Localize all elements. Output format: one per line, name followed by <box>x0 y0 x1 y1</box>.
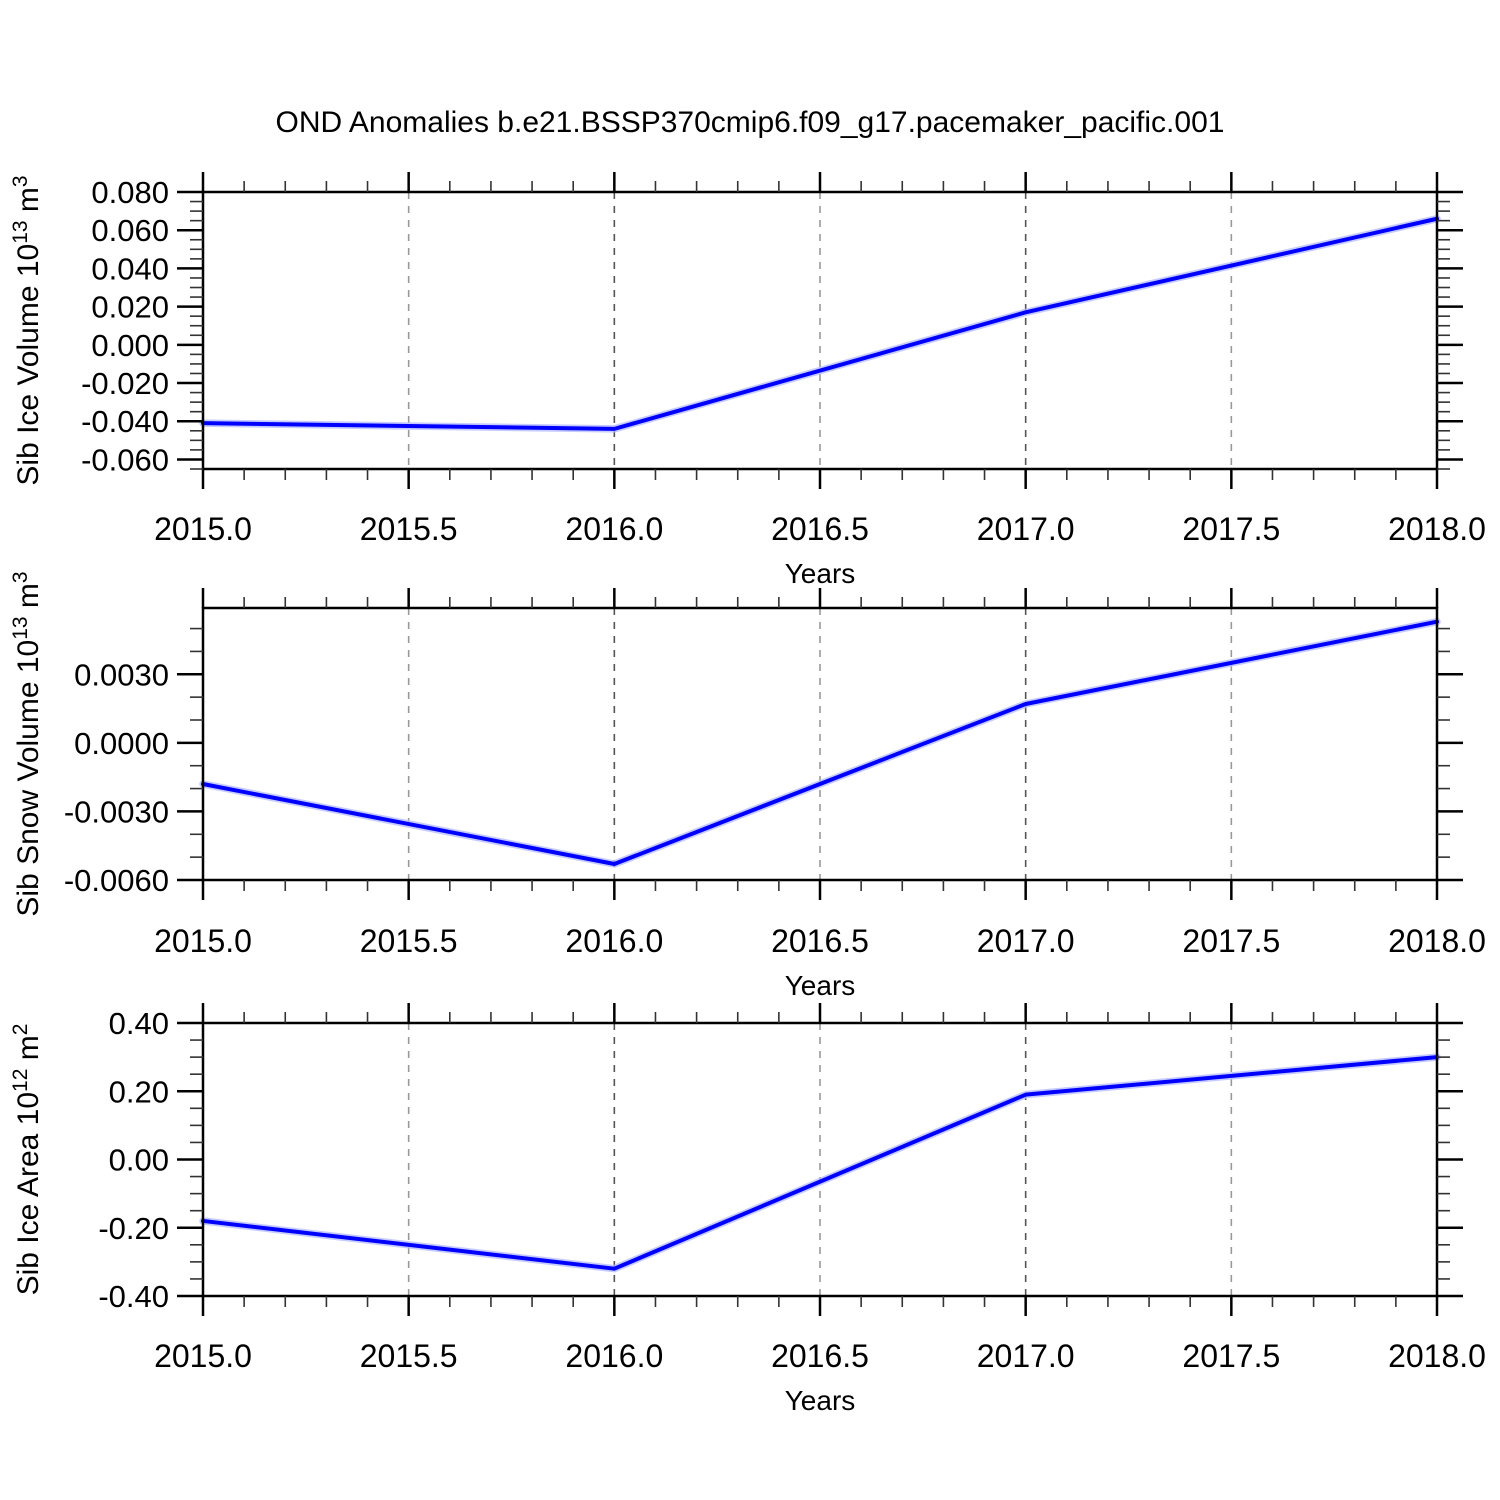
x-tick-label: 2015.5 <box>360 511 458 547</box>
data-line <box>201 216 1439 431</box>
panel-sib-ice-area: 2015.0 2015.5 2016.0 2016.5 2017.0 2017.5 2018… <box>9 1003 1486 1416</box>
y-tick-label: -0.0060 <box>64 863 169 898</box>
chart-title: OND Anomalies b.e21.BSSP370cmip6.f09_g17… <box>275 106 1225 139</box>
x-tick-label: 2015.5 <box>360 1338 458 1374</box>
panel-sib-ice-volume: 2015.0 2015.5 2016.0 2016.5 2017.0 2017.5 2018… <box>9 172 1486 589</box>
x-tick-label: 2015.0 <box>154 1338 252 1374</box>
y-tick-label: 0.20 <box>109 1074 169 1109</box>
x-tick-label: 2017.5 <box>1182 1338 1280 1374</box>
x-tick-label: 2017.0 <box>977 1338 1075 1374</box>
x-tick-label: 2018.0 <box>1388 923 1486 959</box>
tick-marks <box>177 172 1463 489</box>
y-tick-label: -0.020 <box>81 366 169 401</box>
y-tick-label: -0.0030 <box>64 794 169 829</box>
x-tick-label: 2017.0 <box>977 923 1075 959</box>
panel-sib-snow-volume: 2015.0 2015.5 2016.0 2016.5 2017.0 2017.5 2018… <box>9 571 1486 1001</box>
x-tick-labels: 2015.0 2015.5 2016.0 2016.5 2017.0 2017.5 2018… <box>154 923 1486 959</box>
y-tick-label: 0.000 <box>91 328 169 363</box>
x-tick-label: 2017.0 <box>977 511 1075 547</box>
y-tick-label: 0.0000 <box>74 726 169 761</box>
y-tick-label: 0.080 <box>91 175 169 210</box>
tick-marks <box>177 1003 1463 1316</box>
y-axis-title: Sib Ice Area 1012 m2 <box>9 1024 45 1296</box>
y-tick-labels: 0.40 0.20 0.00 -0.20 -0.40 <box>98 1006 169 1314</box>
x-tick-label: 2016.5 <box>771 511 869 547</box>
x-tick-label: 2016.0 <box>565 923 663 959</box>
y-tick-label: -0.20 <box>98 1211 169 1246</box>
y-tick-label: -0.060 <box>81 442 169 477</box>
x-tick-label: 2016.0 <box>565 511 663 547</box>
y-tick-label: 0.00 <box>109 1143 169 1178</box>
x-tick-labels: 2015.0 2015.5 2016.0 2016.5 2017.0 2017.5 2018… <box>154 1338 1486 1374</box>
y-axis-title: Sib Snow Volume 1013 m3 <box>9 571 45 916</box>
x-tick-label: 2018.0 <box>1388 511 1486 547</box>
plot-frame <box>201 606 1439 882</box>
x-tick-label: 2018.0 <box>1388 1338 1486 1374</box>
data-line <box>201 619 1439 866</box>
x-tick-label: 2015.5 <box>360 923 458 959</box>
y-tick-label: 0.020 <box>91 290 169 325</box>
x-axis-title: Years <box>785 1385 856 1416</box>
x-tick-label: 2017.5 <box>1182 923 1280 959</box>
y-tick-label: -0.040 <box>81 404 169 439</box>
y-axis-title: Sib Ice Volume 1013 m3 <box>9 175 45 485</box>
x-axis-title: Years <box>785 558 856 589</box>
y-tick-labels: 0.0030 0.0000 -0.0030 -0.0060 <box>64 657 169 898</box>
y-tick-label: 0.060 <box>91 213 169 248</box>
x-tick-label: 2015.0 <box>154 511 252 547</box>
x-tick-label: 2016.5 <box>771 1338 869 1374</box>
y-tick-label: 0.040 <box>91 251 169 286</box>
y-tick-label: -0.40 <box>98 1279 169 1314</box>
data-line <box>201 1055 1439 1271</box>
x-tick-label: 2016.0 <box>565 1338 663 1374</box>
y-tick-label: 0.40 <box>109 1006 169 1041</box>
x-tick-label: 2017.5 <box>1182 511 1280 547</box>
tick-marks <box>177 588 1463 900</box>
x-tick-labels: 2015.0 2015.5 2016.0 2016.5 2017.0 2017.5 2018… <box>154 511 1486 547</box>
x-tick-label: 2015.0 <box>154 923 252 959</box>
y-tick-label: 0.0030 <box>74 657 169 692</box>
plot-frame <box>201 1021 1439 1298</box>
x-tick-label: 2016.5 <box>771 923 869 959</box>
x-axis-title: Years <box>785 970 856 1001</box>
